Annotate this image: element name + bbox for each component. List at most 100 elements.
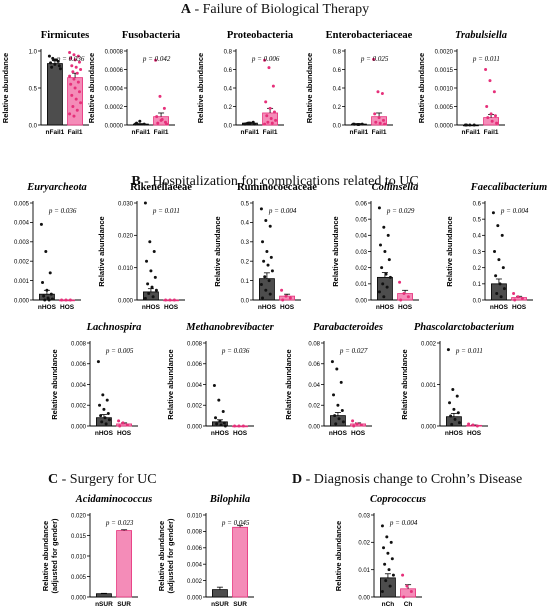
d1-bar-0 (380, 577, 396, 598)
b1-point-1-1 (64, 298, 68, 302)
b3-point-0-10 (267, 279, 271, 283)
b4-title: Collinsella (372, 182, 419, 193)
b6-ytick-label-1: 0.002 (71, 404, 87, 410)
b2-xtick-label-0: nHOS (142, 304, 161, 311)
b8-point-0-5 (340, 408, 344, 412)
a2-point-0-2 (142, 122, 146, 126)
b2-point-0-1 (148, 240, 152, 244)
c1-xtick-label-1: SUR (117, 601, 131, 608)
a1-point-0-4 (53, 62, 57, 66)
b6-point-0-7 (103, 416, 107, 420)
b9-pvalue: p = 0.011 (455, 347, 483, 355)
b6-xtick-label-1: HOS (117, 430, 132, 437)
a1-point-1-13 (76, 80, 80, 84)
b4-point-1-3 (399, 298, 403, 302)
b2-title: Rikenellaceae (130, 182, 192, 193)
b1-point-0-6 (42, 294, 46, 298)
b1-xtick-label-1: HOS (60, 304, 75, 311)
a5-xtick-label-1: Fail1 (484, 129, 499, 136)
b4-point-0-5 (387, 258, 391, 262)
b9-point-0-9 (450, 422, 454, 426)
b1-ytick-label-3: 0.003 (14, 240, 30, 246)
section-a-text: - Failure of Biological Therapy (190, 2, 370, 17)
c1-ytick-label-2: 0.010 (71, 554, 87, 560)
b8-ytick-label-2: 0.04 (308, 383, 320, 389)
b7-ytick-label-2: 0.004 (187, 383, 203, 389)
b5-point-0-2 (500, 233, 504, 237)
a1-ytick-label-2: 1.0 (29, 49, 38, 55)
a3-point-1-5 (272, 110, 276, 114)
b3-point-1-3 (281, 298, 285, 302)
b7-point-0-2 (221, 409, 225, 413)
b9-xtick-label-1: HOS (467, 430, 482, 437)
b2-xtick-label-1: HOS (164, 304, 179, 311)
a1-point-0-3 (49, 61, 53, 65)
b8-point-0-3 (332, 393, 336, 397)
b1-ytick-label-0: 0.000 (14, 298, 30, 304)
b7-title: Methanobrevibacter (185, 322, 274, 333)
b9-point-0-5 (456, 411, 460, 415)
d1-xtick-label-1: Ch (404, 601, 413, 608)
a2-point-1-1 (158, 94, 162, 98)
b3-ytick-label-2: 0.2 (241, 260, 250, 266)
b3-point-0-9 (263, 275, 267, 279)
c1-ytick-label-1: 0.005 (71, 575, 87, 581)
d1-ylabel-0: Relative abundance (334, 521, 343, 591)
a1-point-1-15 (73, 86, 77, 90)
b6-point-0-2 (105, 398, 109, 402)
d1-point-0-0 (380, 524, 384, 528)
a3-point-1-7 (269, 117, 273, 121)
a2-ytick-label-2: 0.0004 (105, 86, 124, 92)
d1-point-0-8 (391, 573, 395, 577)
b8-point-0-0 (330, 360, 334, 364)
b9-point-1-1 (471, 423, 475, 427)
b2-point-0-7 (150, 285, 154, 289)
b9-point-0-6 (449, 414, 453, 418)
b7-point-0-0 (212, 384, 216, 388)
b6-point-0-9 (100, 420, 104, 424)
a5-point-1-0 (484, 68, 488, 71)
b3-point-1-1 (284, 294, 288, 298)
a2-pvalue: p = 0.042 (142, 55, 171, 63)
b4-point-0-3 (379, 243, 383, 247)
a4-ytick-label-3: 0.6 (333, 68, 342, 74)
d1-ytick-label-3: 0.03 (358, 513, 370, 519)
b3-point-0-1 (264, 218, 268, 222)
b5-point-1-1 (516, 295, 520, 299)
c1-title: Acidaminococcus (75, 494, 152, 505)
b1-point-0-0 (39, 222, 43, 226)
a3-point-1-10 (270, 121, 274, 125)
b5-ytick-label-1: 0.1 (473, 282, 482, 288)
a2-point-1-0 (154, 58, 158, 62)
a1-point-1-16 (77, 90, 81, 94)
b8-ytick-label-4: 0.08 (308, 341, 320, 347)
a1-point-0-8 (58, 67, 62, 71)
a1-xtick-label-0: nFail1 (46, 129, 65, 136)
c2-ytick-label-5: 0.010 (187, 513, 203, 519)
a5-point-0-3 (465, 123, 469, 127)
a1-point-1-11 (68, 74, 72, 78)
a3-xtick-label-0: nFail1 (241, 129, 260, 136)
d1-point-1-0 (401, 573, 405, 577)
a2-xtick-label-1: Fail1 (154, 129, 169, 136)
b7-point-0-5 (222, 421, 226, 425)
a4-point-1-8 (383, 122, 387, 126)
b5-ytick-label-6: 0.6 (473, 201, 482, 207)
a4-ytick-label-0: 0.0 (333, 123, 342, 129)
a3-point-1-2 (271, 84, 275, 88)
b9-ytick-label-1: 0.001 (421, 383, 437, 389)
b6-pvalue: p = 0.005 (105, 347, 134, 355)
b3-point-1-2 (288, 296, 292, 300)
b8-point-1-0 (351, 419, 355, 423)
d1-point-1-3 (402, 595, 406, 599)
a4-point-1-6 (374, 120, 378, 124)
c1-ytick-label-3: 0.015 (71, 534, 87, 540)
b8-xtick-label-1: HOS (351, 430, 366, 437)
b5-xtick-label-0: nHOS (490, 304, 509, 311)
b8-xtick-label-0: nHOS (329, 430, 348, 437)
a5-point-0-1 (468, 123, 472, 127)
b3-point-0-11 (259, 282, 263, 286)
b8-point-0-8 (341, 420, 345, 424)
b7-ytick-label-4: 0.008 (187, 341, 203, 347)
b1-point-0-9 (43, 298, 47, 302)
